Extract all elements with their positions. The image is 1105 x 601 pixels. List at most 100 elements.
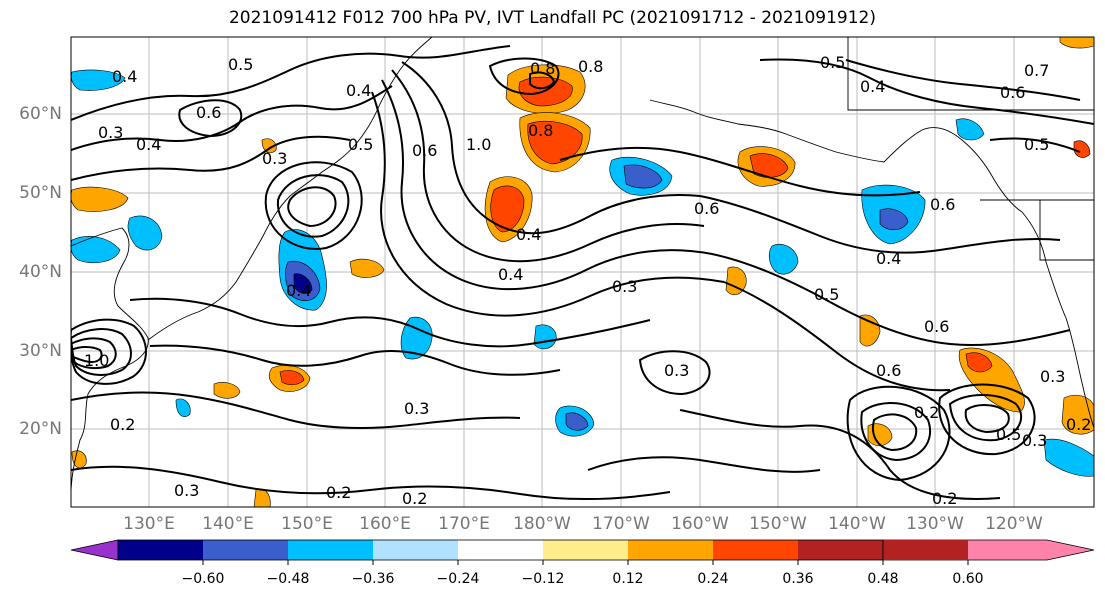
shaded-anomalies — [71, 37, 1094, 507]
colorbar-swatch — [883, 540, 968, 560]
colorbar-tick-label: −0.48 — [266, 571, 310, 587]
lat-label: 60°N — [19, 104, 62, 124]
contour-line — [964, 404, 1010, 434]
pv-contours — [71, 45, 1094, 501]
lon-label: 130°E — [123, 514, 175, 534]
anomaly-patch — [1061, 394, 1094, 435]
contour-label: 0.6 — [930, 195, 955, 214]
contour-label: 0.6 — [924, 317, 949, 336]
contour-line — [287, 186, 337, 228]
contour-line — [371, 91, 725, 317]
anomaly-patch — [490, 185, 525, 233]
contour-line — [71, 135, 351, 181]
lat-label: 40°N — [19, 262, 62, 282]
contour-label: 0.4 — [346, 81, 371, 100]
contour-line — [845, 59, 1081, 101]
contour-label: 0.3 — [262, 149, 287, 168]
anomaly-patch — [527, 121, 583, 165]
contour-label: 0.2 — [1066, 415, 1091, 434]
contour-label: 0.5 — [1024, 135, 1049, 154]
contour-line — [401, 61, 701, 235]
lat-label: 20°N — [19, 419, 62, 439]
contour-line — [529, 71, 556, 90]
contour-line — [559, 146, 921, 197]
colorbar-tick-label: 0.12 — [612, 571, 644, 587]
contour-label: 0.6 — [196, 103, 221, 122]
colorbar-tick-label: 0.60 — [952, 571, 984, 587]
colorbar-swatch — [628, 540, 713, 560]
anomaly-patch — [623, 164, 663, 189]
contour-line — [938, 383, 1036, 456]
anomaly-patch — [127, 215, 163, 251]
lon-label: 140°W — [828, 514, 886, 534]
lat-label: 50°N — [19, 183, 62, 203]
contour-line — [149, 344, 561, 376]
colorbar-swatch — [118, 540, 203, 560]
map-frame — [70, 36, 1095, 508]
contour-line — [711, 253, 1071, 347]
anomaly-patch — [565, 412, 589, 431]
anomaly-patch — [867, 423, 893, 447]
contour-label: 0.4 — [286, 281, 311, 300]
lon-label: 160°E — [359, 514, 411, 534]
figure-title: 2021091412 F012 700 hPa PV, IVT Landfall… — [228, 8, 876, 28]
anomaly-patch — [879, 208, 909, 231]
map-panel: 0.4 0.5 0.6 0.3 0.4 0.3 0.4 0.5 0.6 0.8 … — [71, 37, 1094, 508]
colorbar-tick-label: −0.24 — [436, 571, 480, 587]
contour-label: 0.4 — [860, 77, 885, 96]
contour-label: 0.3 — [404, 399, 429, 418]
contour-line — [71, 45, 511, 121]
contour-labels: 0.4 0.5 0.6 0.3 0.4 0.3 0.4 0.5 0.6 0.8 … — [84, 53, 1091, 508]
contour-label: 0.8 — [528, 121, 553, 140]
colorbar-outline — [117, 539, 884, 561]
contour-label: 0.5 — [348, 135, 373, 154]
colorbar-tick-label: 0.24 — [697, 571, 729, 587]
colorbar-swatch — [373, 540, 458, 560]
lat-label: 30°N — [19, 341, 62, 361]
graticule — [71, 37, 1094, 507]
contour-label: 0.3 — [174, 481, 199, 500]
contour-label: 1.0 — [84, 351, 109, 370]
contour-line — [71, 346, 103, 364]
contour-label: 0.2 — [932, 489, 957, 508]
contour-label: 0.5 — [228, 55, 253, 74]
contour-line — [759, 58, 1094, 125]
contour-label: 0.2 — [110, 415, 135, 434]
contour-line — [178, 99, 243, 138]
colorbar-swatch — [798, 540, 883, 560]
contour-line — [587, 456, 821, 473]
contour-line — [264, 161, 363, 250]
anomaly-patch — [261, 138, 277, 153]
contour-label: 0.3 — [98, 123, 123, 142]
anomaly-patch — [955, 118, 985, 141]
lon-label: 130°W — [906, 514, 964, 534]
contour-label: 0.5 — [820, 53, 845, 72]
contour-line — [71, 391, 521, 429]
contour-label: 0.7 — [1024, 61, 1049, 80]
colorbar-swatch — [458, 540, 543, 560]
colorbar-tick-label: −0.36 — [351, 571, 395, 587]
contour-label: 0.5 — [996, 425, 1021, 444]
contour-label: 0.6 — [876, 361, 901, 380]
contour-line — [129, 297, 651, 348]
anomaly-patch — [71, 69, 126, 91]
contour-line — [723, 281, 951, 392]
contour-line — [699, 195, 1061, 254]
contour-label: 0.6 — [1000, 83, 1025, 102]
contour-line — [948, 394, 1023, 442]
contour-line — [71, 465, 671, 501]
contour-label: 0.2 — [914, 403, 939, 422]
contour-label: 0.2 — [402, 489, 427, 508]
colorbar-swatch — [713, 540, 798, 560]
lon-label: 170°W — [592, 514, 650, 534]
anomaly-patch — [349, 258, 385, 278]
colorbar-swatch — [288, 540, 373, 560]
contour-label: 0.3 — [1040, 367, 1065, 386]
contour-label: 0.8 — [578, 57, 603, 76]
colorbar-min-extension — [70, 539, 119, 561]
lon-label: 140°E — [202, 514, 254, 534]
colorbar-tick-label: −0.60 — [181, 571, 225, 587]
colorbar-tick-label: 0.48 — [867, 571, 899, 587]
lon-label: 170°E — [438, 514, 490, 534]
